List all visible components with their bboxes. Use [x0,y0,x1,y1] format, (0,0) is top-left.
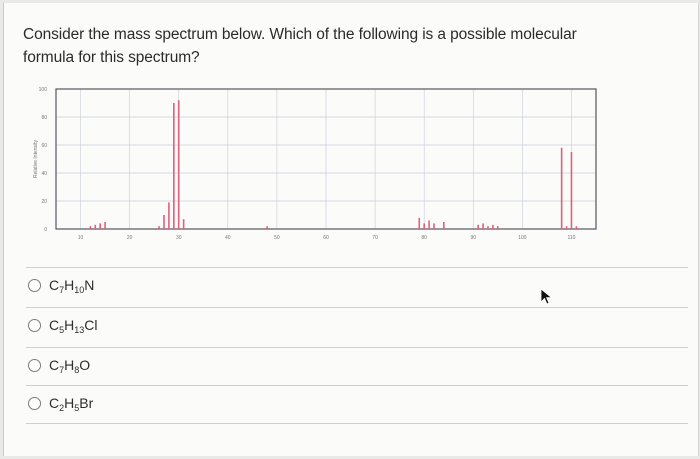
x-tick-label: 100 [518,235,527,241]
x-tick-label: 90 [470,235,476,241]
option-formula: C7H10N [49,277,95,295]
divider [26,423,688,424]
x-tick-label: 20 [127,235,133,241]
mouse-cursor-icon [540,288,553,305]
radio-button[interactable] [28,278,41,292]
x-tick-label: 50 [274,235,280,241]
divider [26,307,688,308]
radio-button[interactable] [28,318,41,332]
y-tick-label: 40 [41,171,47,177]
option-formula: C2H5Br [49,395,94,413]
option-formula: C5H13Cl [49,317,98,335]
option-c2h5br[interactable]: C2H5Br [26,390,93,416]
x-tick-label: 30 [176,235,182,241]
divider [26,347,688,348]
question-text: Consider the mass spectrum below. Which … [23,26,577,66]
y-axis-label: Relative Intensity [33,139,39,178]
y-tick-label: 80 [41,115,47,121]
plot-frame [55,88,597,230]
option-formula: C7H8O [49,357,91,375]
radio-button[interactable] [28,358,41,372]
x-tick-label: 10 [78,235,84,241]
option-c5h13cl[interactable]: C5H13Cl [26,312,98,338]
question-card: Consider the mass spectrum below. Which … [3,3,699,456]
option-c7h10n[interactable]: C7H10N [26,272,94,298]
radio-button[interactable] [28,396,41,410]
x-tick-label: 60 [323,235,329,241]
x-tick-label: 40 [225,235,231,241]
option-c7h8o[interactable]: C7H8O [26,352,90,378]
y-tick-label: 0 [44,227,47,233]
mass-spectrum-chart: 100 80 60 40 20 0 10 20 30 40 50 60 70 80 90 100 110 Rela… [33,87,597,241]
divider [26,267,688,268]
y-tick-label: 60 [41,143,47,149]
x-tick-label: 110 [567,235,575,241]
x-tick-label: 70 [372,235,378,241]
y-tick-label: 20 [41,199,47,205]
divider [26,385,688,386]
x-tick-label: 80 [421,235,427,241]
y-tick-label: 100 [39,87,48,93]
